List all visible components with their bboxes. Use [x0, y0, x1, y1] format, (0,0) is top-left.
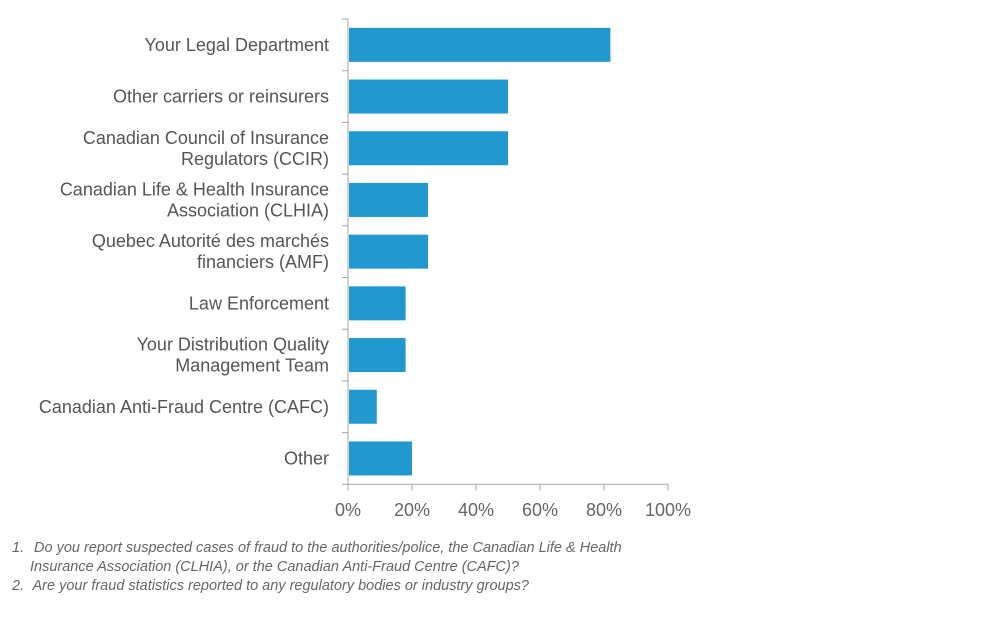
footnote-2: 2. Are your fraud statistics reported to… [12, 577, 772, 596]
category-label-1: Your Legal Department [145, 35, 329, 55]
footnote-1-line-1: Do you report suspected cases of fraud t… [34, 540, 622, 556]
bars-group [349, 27, 611, 476]
category-label-5: Quebec Autorité des marchés financiers (A… [92, 231, 329, 272]
x-tick-label-2: 40% [458, 500, 494, 520]
bar-3 [349, 131, 508, 166]
axes [342, 18, 668, 485]
bar-1 [349, 27, 611, 62]
x-tick-label-0: 0% [335, 500, 361, 520]
category-label-4: Canadian Life & Health Insurance Associat… [60, 179, 329, 220]
bar-2 [349, 79, 508, 114]
bar-6 [349, 286, 406, 321]
footnote-1: 1. Do you report suspected cases of frau… [12, 539, 772, 577]
category-label-7: Your Distribution Quality Management Team [137, 335, 329, 376]
horizontal-bar-chart: Your Legal Department Other carriers or r… [39, 18, 691, 520]
bar-5 [349, 234, 428, 269]
category-labels: Your Legal Department Other carriers or r… [39, 35, 329, 469]
x-tick-label-5: 100% [645, 500, 691, 520]
bar-9 [349, 441, 412, 476]
footnote-1-number: 1. [12, 540, 25, 556]
footnote-2-line-1: Are your fraud statistics reported to an… [32, 578, 529, 594]
x-tick-label-1: 20% [394, 500, 430, 520]
category-label-9: Other [284, 448, 329, 468]
x-tick-label-4: 80% [586, 500, 622, 520]
category-label-3: Canadian Council of Insurance Regulators … [83, 128, 329, 169]
x-tick-label-3: 60% [522, 500, 558, 520]
x-axis-ticks: 0% 20% 40% 60% 80% 100% [335, 484, 691, 520]
footnote-2-number: 2. [12, 578, 25, 594]
bar-7 [349, 338, 406, 373]
category-label-2: Other carriers or reinsurers [113, 87, 329, 107]
category-label-6: Law Enforcement [189, 293, 329, 313]
bar-8 [349, 389, 377, 424]
footnote-1-line-2: Insurance Association (CLHIA), or the Ca… [30, 559, 519, 575]
footnotes: 1. Do you report suspected cases of frau… [12, 539, 772, 596]
category-label-8: Canadian Anti-Fraud Centre (CAFC) [39, 397, 329, 417]
bar-4 [349, 182, 428, 217]
